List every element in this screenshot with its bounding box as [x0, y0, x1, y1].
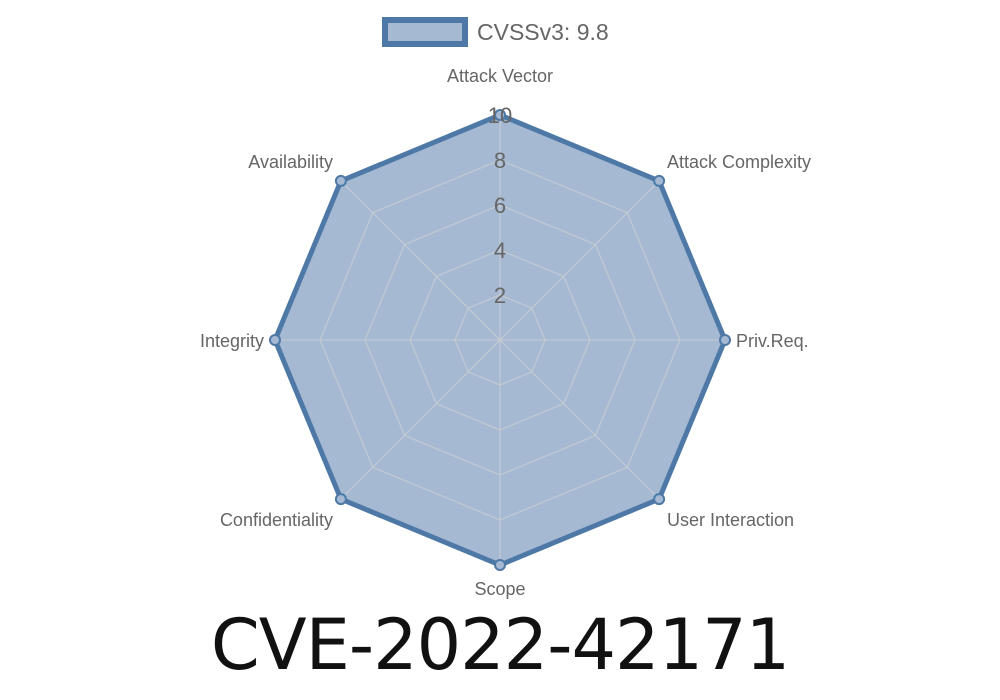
axis-label: Attack Complexity — [667, 152, 811, 172]
axis-label: Integrity — [200, 331, 264, 351]
data-point — [653, 493, 666, 506]
data-point — [719, 334, 731, 346]
grid-spoke — [499, 180, 660, 341]
legend-label: CVSSv3: 9.8 — [477, 19, 609, 45]
data-point — [334, 174, 347, 187]
data-point — [334, 493, 347, 506]
tick-label: 10 — [488, 103, 512, 128]
legend-swatch — [382, 17, 468, 47]
tick-label: 2 — [494, 283, 506, 308]
axis-label: User Interaction — [667, 510, 794, 530]
data-point — [494, 559, 506, 571]
grid-spoke — [340, 180, 501, 341]
axis-label: Scope — [474, 579, 525, 599]
grid-spoke — [499, 339, 660, 500]
data-point — [269, 334, 281, 346]
tick-label: 6 — [494, 193, 506, 218]
grid-spoke — [340, 339, 501, 500]
axis-label: Priv.Req. — [736, 331, 809, 351]
axis-label: Attack Vector — [447, 66, 553, 86]
data-point — [494, 109, 506, 121]
tick-label: 4 — [494, 238, 506, 263]
data-point — [653, 174, 666, 187]
tick-label: 8 — [494, 148, 506, 173]
axis-label: Availability — [248, 152, 333, 172]
cve-title: CVE-2022-42171 — [210, 604, 790, 686]
axis-label: Confidentiality — [220, 510, 333, 530]
